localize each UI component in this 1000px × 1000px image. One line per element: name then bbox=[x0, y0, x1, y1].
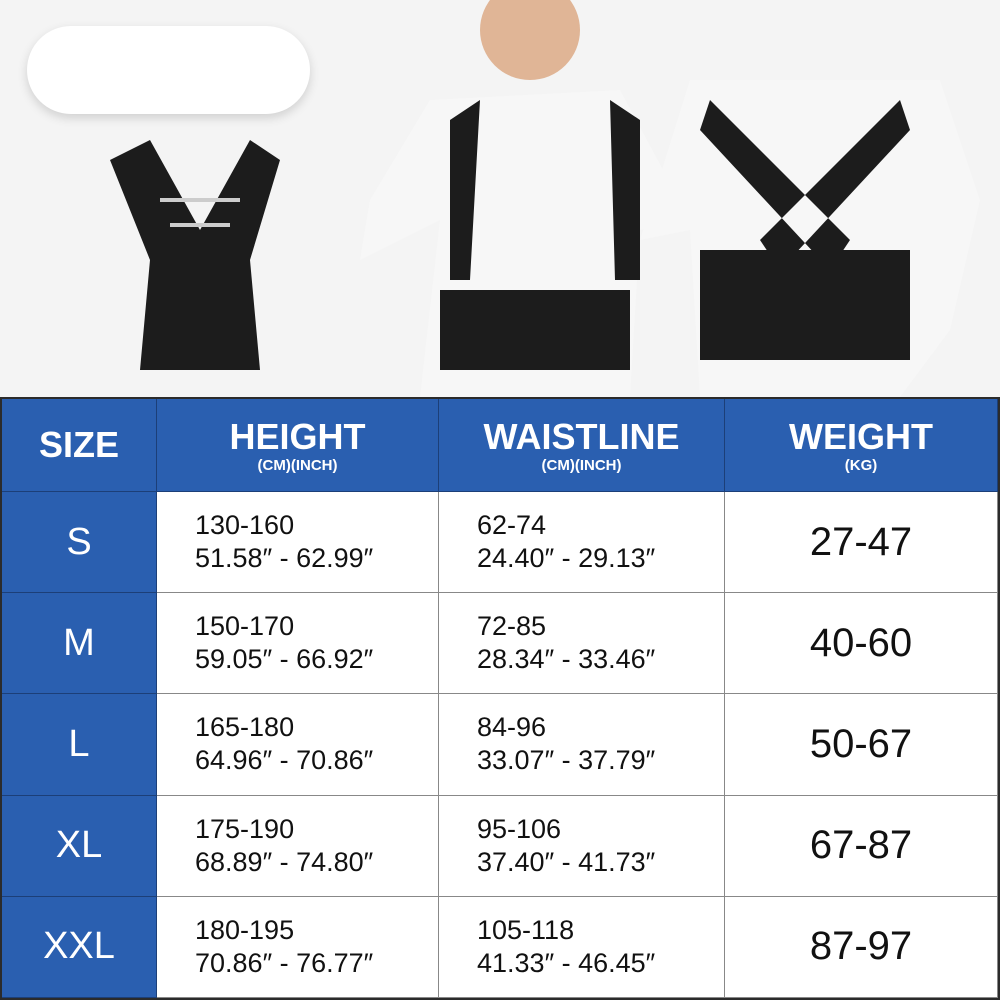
waist-inch: 24.40″ - 29.13″ bbox=[477, 543, 656, 574]
height-cm: 130-160 bbox=[195, 510, 295, 541]
size-chart-table: SIZE HEIGHT (CM)(INCH) WAISTLINE (CM)(INCH… bbox=[0, 397, 1000, 1000]
height-inch: 70.86″ - 76.77″ bbox=[195, 947, 374, 978]
header-unit: (KG) bbox=[844, 456, 878, 474]
header-title: WAISTLINE bbox=[483, 415, 680, 457]
waist-cm: 62-74 bbox=[477, 510, 547, 541]
product-photo bbox=[0, 0, 1000, 397]
height-cell: 150-170 59.05″ - 66.92″ bbox=[157, 593, 439, 695]
posture-corrector-illustration bbox=[110, 0, 980, 397]
header-title: HEIGHT bbox=[229, 415, 366, 457]
weight-cell: 87-97 bbox=[725, 896, 998, 998]
waist-inch: 33.07″ - 37.79″ bbox=[477, 745, 656, 776]
size-cell: S bbox=[2, 492, 157, 594]
waist-inch: 28.34″ - 33.46″ bbox=[477, 644, 656, 675]
weight-cell: 40-60 bbox=[725, 593, 998, 695]
waist-cm: 72-85 bbox=[477, 611, 547, 642]
height-inch: 68.89″ - 74.80″ bbox=[195, 846, 374, 877]
height-cell: 175-190 68.89″ - 74.80″ bbox=[157, 795, 439, 897]
height-inch: 59.05″ - 66.92″ bbox=[195, 644, 374, 675]
waist-cm: 84-96 bbox=[477, 712, 547, 743]
model-back bbox=[640, 80, 980, 397]
waist-inch: 37.40″ - 41.73″ bbox=[477, 846, 656, 877]
header-title: SIZE bbox=[38, 424, 119, 465]
waist-cell: 72-85 28.34″ - 33.46″ bbox=[439, 593, 725, 695]
size-cell: M bbox=[2, 593, 157, 695]
height-inch: 51.58″ - 62.99″ bbox=[195, 543, 374, 574]
height-cm: 165-180 bbox=[195, 712, 295, 743]
header-size: SIZE bbox=[2, 399, 157, 492]
header-height: HEIGHT (CM)(INCH) bbox=[157, 399, 439, 492]
header-weight: WEIGHT (KG) bbox=[725, 399, 998, 492]
weight-cell: 27-47 bbox=[725, 492, 998, 594]
height-cell: 180-195 70.86″ - 76.77″ bbox=[157, 896, 439, 998]
header-unit: (CM)(INCH) bbox=[541, 456, 622, 474]
weight-kg: 67-87 bbox=[809, 823, 913, 868]
waist-cm: 105-118 bbox=[477, 914, 575, 945]
waist-cell: 105-118 41.33″ - 46.45″ bbox=[439, 896, 725, 998]
waist-inch: 41.33″ - 46.45″ bbox=[477, 947, 656, 978]
header-waistline: WAISTLINE (CM)(INCH) bbox=[439, 399, 725, 492]
header-unit: (CM)(INCH) bbox=[257, 456, 338, 474]
size-cell: XXL bbox=[2, 896, 157, 998]
size-label: XXL bbox=[43, 925, 115, 968]
weight-cell: 67-87 bbox=[725, 795, 998, 897]
waist-cell: 95-106 37.40″ - 41.73″ bbox=[439, 795, 725, 897]
weight-kg: 50-67 bbox=[809, 721, 913, 766]
height-cell: 130-160 51.58″ - 62.99″ bbox=[157, 492, 439, 594]
weight-kg: 87-97 bbox=[809, 924, 913, 969]
waist-cm: 95-106 bbox=[477, 813, 562, 844]
header-title: WEIGHT bbox=[789, 415, 933, 457]
height-cm: 180-195 bbox=[195, 914, 295, 945]
waist-cell: 84-96 33.07″ - 37.79″ bbox=[439, 694, 725, 796]
height-cell: 165-180 64.96″ - 70.86″ bbox=[157, 694, 439, 796]
vest-product-image bbox=[110, 140, 280, 370]
size-cell: L bbox=[2, 694, 157, 796]
weight-kg: 27-47 bbox=[809, 519, 913, 564]
waist-cell: 62-74 24.40″ - 29.13″ bbox=[439, 492, 725, 594]
size-label: M bbox=[63, 621, 95, 664]
size-label: L bbox=[68, 722, 90, 765]
height-inch: 64.96″ - 70.86″ bbox=[195, 745, 374, 776]
height-cm: 150-170 bbox=[195, 611, 295, 642]
height-cm: 175-190 bbox=[195, 813, 295, 844]
weight-kg: 40-60 bbox=[809, 620, 913, 665]
size-label: XL bbox=[55, 824, 103, 867]
blank-label-pill bbox=[27, 26, 310, 114]
model-front bbox=[360, 0, 690, 397]
size-label: S bbox=[66, 520, 92, 563]
size-cell: XL bbox=[2, 795, 157, 897]
weight-cell: 50-67 bbox=[725, 694, 998, 796]
